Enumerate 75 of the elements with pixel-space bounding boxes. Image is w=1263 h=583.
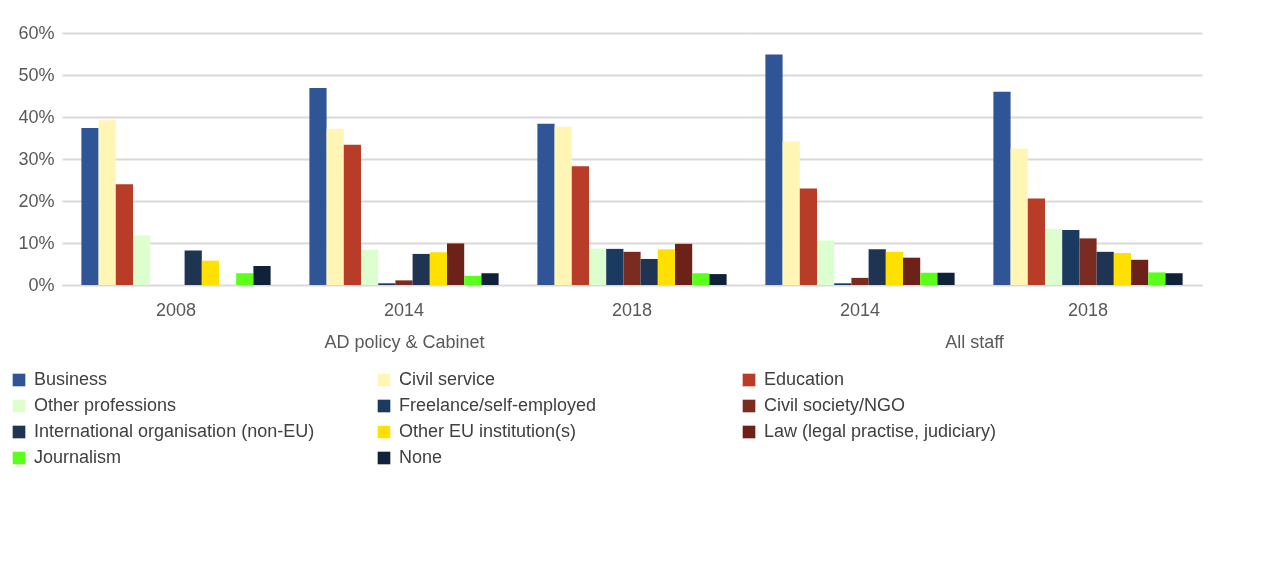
legend-label: Law (legal practise, judiciary) [764,421,997,441]
x-tick-label: 2014 [839,299,881,320]
bar [588,248,607,285]
bar [920,272,938,285]
bar [447,243,465,285]
bar [937,272,955,285]
bar [868,249,886,285]
bar [201,260,220,285]
legend-label: Civil society/NGO [764,395,906,415]
legend-label: None [399,447,443,467]
bar [1079,238,1097,285]
legend-label: Other professions [34,395,177,415]
bar [993,91,1011,285]
bar [885,251,904,285]
bar [623,251,641,285]
bar [253,266,271,285]
bar [236,273,254,285]
bar [481,273,499,285]
x-tick-label: 2014 [383,299,425,320]
bar [765,54,783,285]
y-tick-label: 30% [18,148,55,169]
bar [412,253,430,285]
bar [1165,273,1183,285]
legend-label: Journalism [34,447,122,467]
bar [657,249,676,285]
bar [115,184,133,285]
bar [675,243,693,285]
bar [1131,259,1149,285]
bar [816,240,835,285]
bar [554,126,572,285]
bar [606,248,624,285]
bar [1010,148,1028,285]
bar [309,88,327,285]
legend-label: International organisation (non-EU) [34,421,315,441]
y-tick-label: 60% [18,22,55,43]
bar [709,274,727,285]
bar [98,120,116,285]
legend-label: Civil service [399,369,496,389]
bar [1096,251,1114,285]
bar [903,257,921,285]
bar [851,277,869,285]
bar [132,235,151,285]
bar [326,128,344,285]
y-tick-label: 40% [18,106,55,127]
x-tick-label: 2018 [1067,299,1109,320]
y-tick-label: 0% [28,274,55,295]
y-tick-label: 50% [18,64,55,85]
bar [1027,198,1045,285]
bar [782,141,800,285]
legend-label: Other EU institution(s) [399,421,577,441]
bar [799,188,817,285]
bar [429,252,448,285]
bar [571,166,589,285]
x-tick-label: 2018 [611,299,653,320]
bar [1044,228,1063,285]
bar [464,275,482,285]
bar [1113,253,1132,285]
bar [343,144,361,285]
legend-label: Business [34,369,108,389]
bar [640,258,658,285]
x-axis-title: All staff [945,331,1005,352]
bar [184,250,202,285]
y-tick-label: 10% [18,232,55,253]
x-tick-label: 2008 [155,299,197,320]
x-axis-title: AD policy & Cabinet [324,331,485,352]
bar [537,123,555,285]
bar [360,249,379,285]
bar [395,280,413,285]
y-tick-label: 20% [18,190,55,211]
legend-label: Freelance/self-employed [399,395,597,415]
bar [692,273,710,285]
legend-label: Education [764,369,845,389]
bar [81,127,99,285]
bar [1148,272,1166,285]
bar [1062,229,1080,285]
